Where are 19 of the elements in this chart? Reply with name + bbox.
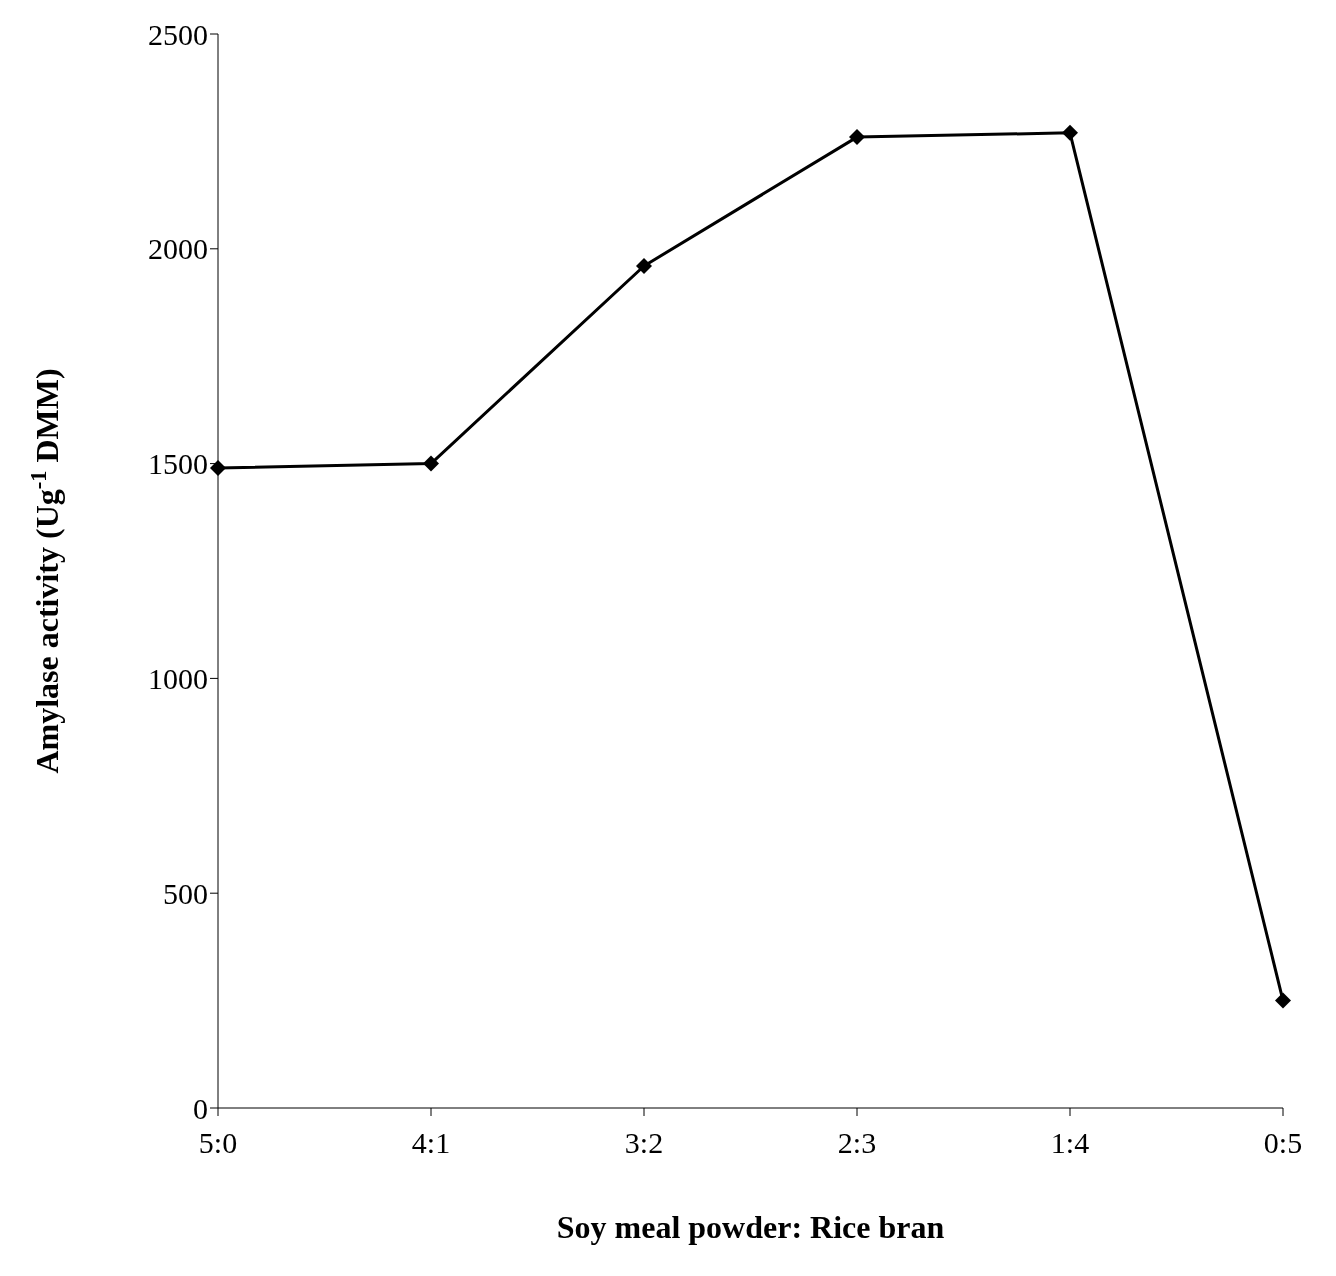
x-tick-label: 3:2 (624, 1126, 664, 1160)
x-tick-label: 1:4 (1050, 1126, 1090, 1160)
point (1275, 992, 1291, 1009)
point (1062, 124, 1078, 141)
y-tick-label: 0 (193, 1091, 208, 1125)
x-tick-label: 0:5 (1263, 1126, 1303, 1160)
y-tick-label: 1500 (148, 447, 208, 481)
point (636, 257, 652, 274)
point (423, 455, 439, 472)
x-tick-label: 5:0 (198, 1126, 238, 1160)
x-tick-label: 2:3 (837, 1126, 877, 1160)
y-tick-label: 1000 (148, 662, 208, 696)
y-tick-label: 2500 (148, 17, 208, 51)
y-tick-label: 2000 (148, 232, 208, 266)
x-axis-title: Soy meal powder: Rice bran (556, 1209, 945, 1245)
x-tick-label: 4:1 (411, 1126, 451, 1160)
point (849, 129, 865, 146)
y-tick-label: 500 (163, 876, 208, 910)
point (210, 459, 226, 476)
